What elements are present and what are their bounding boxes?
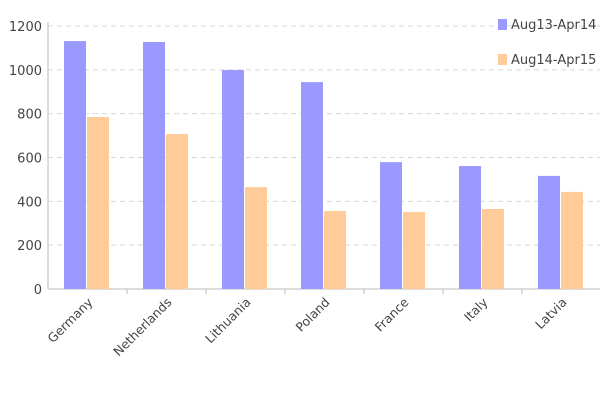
x-tick-label: Netherlands	[110, 295, 174, 359]
x-tick-label: Poland	[293, 295, 333, 335]
bar-latvia-series-1	[538, 175, 560, 289]
y-tick-label: 0	[34, 283, 42, 298]
bar-italy-series-2	[482, 209, 504, 289]
bar-france-series-1	[380, 162, 402, 289]
bar-poland-series-2	[324, 210, 346, 289]
x-tick-label: France	[372, 294, 412, 334]
y-tick-label: 600	[17, 152, 42, 167]
bar-latvia-series-2	[561, 191, 583, 289]
y-tick-label: 200	[17, 239, 42, 254]
bar-italy-series-1	[459, 166, 481, 289]
bar-lithuania-series-1	[222, 70, 244, 290]
x-tick-label: Lithuania	[202, 295, 254, 347]
bar-germany-series-2	[87, 116, 109, 290]
y-tick-label: 800	[17, 108, 42, 123]
legend-label: Aug14-Apr15	[511, 53, 596, 68]
x-tick-label: Latvia	[532, 295, 570, 333]
y-tick-label: 1200	[9, 20, 42, 35]
legend-swatch	[498, 54, 507, 65]
y-tick-label: 400	[17, 195, 42, 210]
legend-swatch	[498, 19, 507, 30]
bar-netherlands-series-2	[166, 134, 188, 289]
x-tick-label: Germany	[44, 294, 96, 346]
x-tick-label: Italy	[461, 294, 491, 324]
bar-netherlands-series-1	[143, 41, 165, 289]
bar-germany-series-1	[64, 41, 86, 290]
legend-label: Aug13-Apr14	[511, 18, 596, 33]
y-tick-label: 1000	[9, 64, 42, 79]
bar-poland-series-1	[301, 82, 323, 290]
bar-lithuania-series-2	[245, 187, 267, 289]
bar-france-series-2	[403, 212, 425, 289]
